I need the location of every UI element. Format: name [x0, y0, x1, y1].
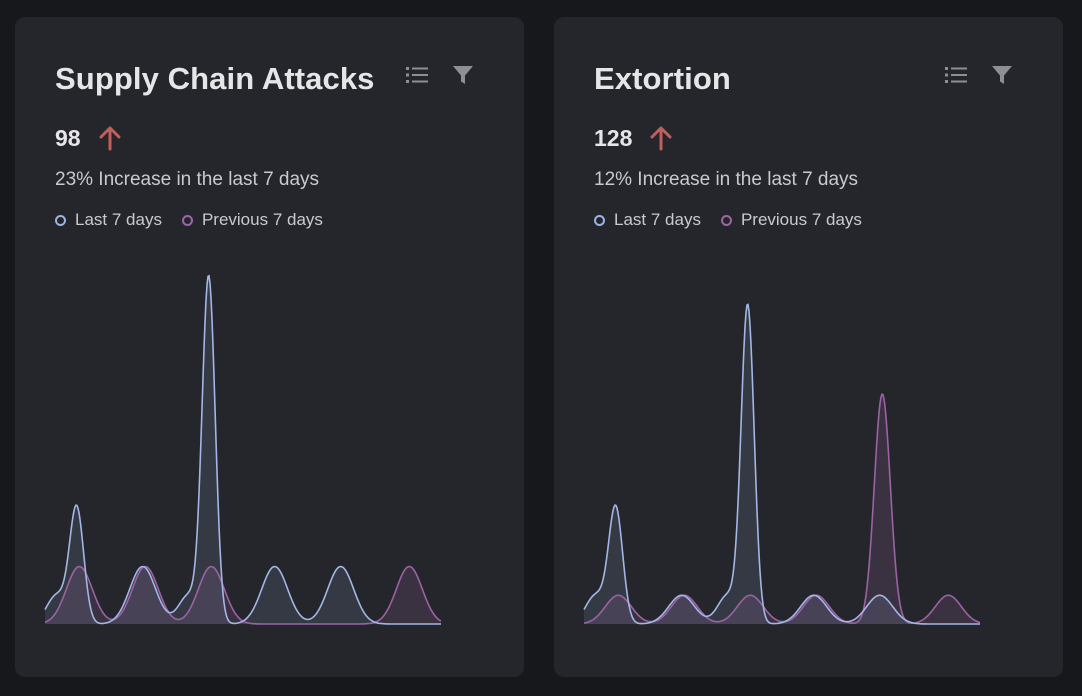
data-point-last-3[interactable]: [745, 301, 751, 307]
data-point-prev-4[interactable]: [813, 592, 819, 598]
data-point-last-6[interactable]: [404, 621, 410, 627]
area-chart: [44, 272, 442, 627]
data-point-prev-1[interactable]: [615, 592, 621, 598]
data-point-last-1[interactable]: [613, 502, 619, 508]
legend-dot-last: [55, 214, 66, 226]
series-area-last: [45, 275, 441, 624]
data-point-prev-2[interactable]: [681, 592, 687, 598]
card-title: Extortion: [594, 61, 731, 96]
data-point-prev-1[interactable]: [76, 564, 82, 570]
series-line-prev: [44, 565, 442, 625]
data-point-prev-6[interactable]: [945, 592, 951, 598]
area-chart: [583, 301, 981, 627]
list-icon[interactable]: [405, 63, 429, 92]
data-point-prev-2[interactable]: [142, 564, 148, 570]
series-area-last: [584, 304, 980, 624]
series-area-prev: [45, 566, 441, 624]
data-point-last-3[interactable]: [206, 272, 212, 278]
legend-dot-prev: [181, 214, 193, 226]
trend-summary: 12% Increase in the last 7 days: [594, 169, 859, 190]
filter-icon[interactable]: [990, 63, 1014, 92]
chart-card-extortion: Extortion 128 12% Increase in the last 7: [554, 17, 1063, 677]
legend-dot-prev: [720, 214, 732, 226]
series-line-last: [583, 303, 980, 625]
legend-dot-last: [594, 214, 605, 226]
legend-item-prev[interactable]: Previous 7 days: [181, 210, 323, 230]
legend-label-last: Last 7 days: [614, 210, 701, 229]
chart-card-supply-chain: Supply Chain Attacks 98 23% Increase in …: [15, 17, 524, 677]
data-point-prev-3[interactable]: [208, 564, 214, 570]
metric-row: 98: [55, 123, 123, 153]
arrow-up-icon: [648, 124, 674, 152]
metric-row: 128: [594, 123, 674, 153]
data-point-last-5[interactable]: [877, 592, 883, 598]
legend-label-prev: Previous 7 days: [201, 210, 323, 229]
series-line-last: [44, 274, 441, 625]
list-icon[interactable]: [944, 63, 968, 92]
data-point-prev-4[interactable]: [274, 621, 280, 627]
arrow-up-icon: [97, 124, 123, 152]
data-point-prev-6[interactable]: [406, 564, 412, 570]
card-toolbar: [405, 63, 485, 93]
legend-item-last[interactable]: Last 7 days: [55, 210, 162, 230]
legend-item-last[interactable]: Last 7 days: [594, 210, 701, 230]
series-line-prev: [583, 393, 981, 624]
chart-legend: Last 7 days Previous 7 days: [594, 210, 882, 230]
trend-summary: 23% Increase in the last 7 days: [55, 169, 320, 190]
data-point-prev-5[interactable]: [879, 391, 885, 397]
filter-icon[interactable]: [451, 63, 475, 92]
card-toolbar: [944, 63, 1024, 93]
metric-value: 128: [594, 124, 633, 151]
legend-label-last: Last 7 days: [75, 210, 162, 229]
chart-legend: Last 7 days Previous 7 days: [55, 210, 343, 230]
series-area-prev: [584, 394, 980, 624]
metric-value: 98: [55, 124, 81, 151]
card-title: Supply Chain Attacks: [55, 61, 375, 96]
data-point-prev-3[interactable]: [747, 592, 753, 598]
data-point-last-5[interactable]: [338, 564, 344, 570]
legend-label-prev: Previous 7 days: [740, 210, 862, 229]
data-point-prev-5[interactable]: [340, 621, 346, 627]
legend-item-prev[interactable]: Previous 7 days: [720, 210, 862, 230]
data-point-last-4[interactable]: [272, 564, 278, 570]
data-point-last-6[interactable]: [943, 621, 949, 627]
data-point-last-1[interactable]: [74, 502, 80, 508]
